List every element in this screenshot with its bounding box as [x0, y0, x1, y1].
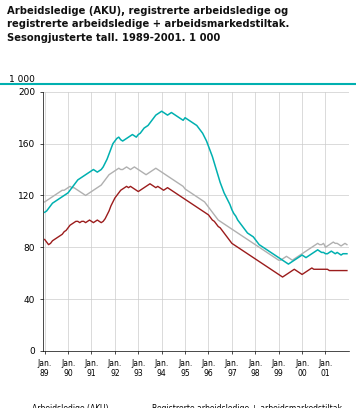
Text: Arbeidsledige (AKU), registrerte arbeidsledige og
registrerte arbeidsledige + ar: Arbeidsledige (AKU), registrerte arbeids…	[7, 6, 289, 42]
Text: 1 000: 1 000	[9, 75, 35, 84]
Legend: Arbeidsledige (AKU), Registrerte arbeidsledige, Registrerte arbeidsledige + arbe: Arbeidsledige (AKU), Registrerte arbeids…	[12, 401, 345, 408]
